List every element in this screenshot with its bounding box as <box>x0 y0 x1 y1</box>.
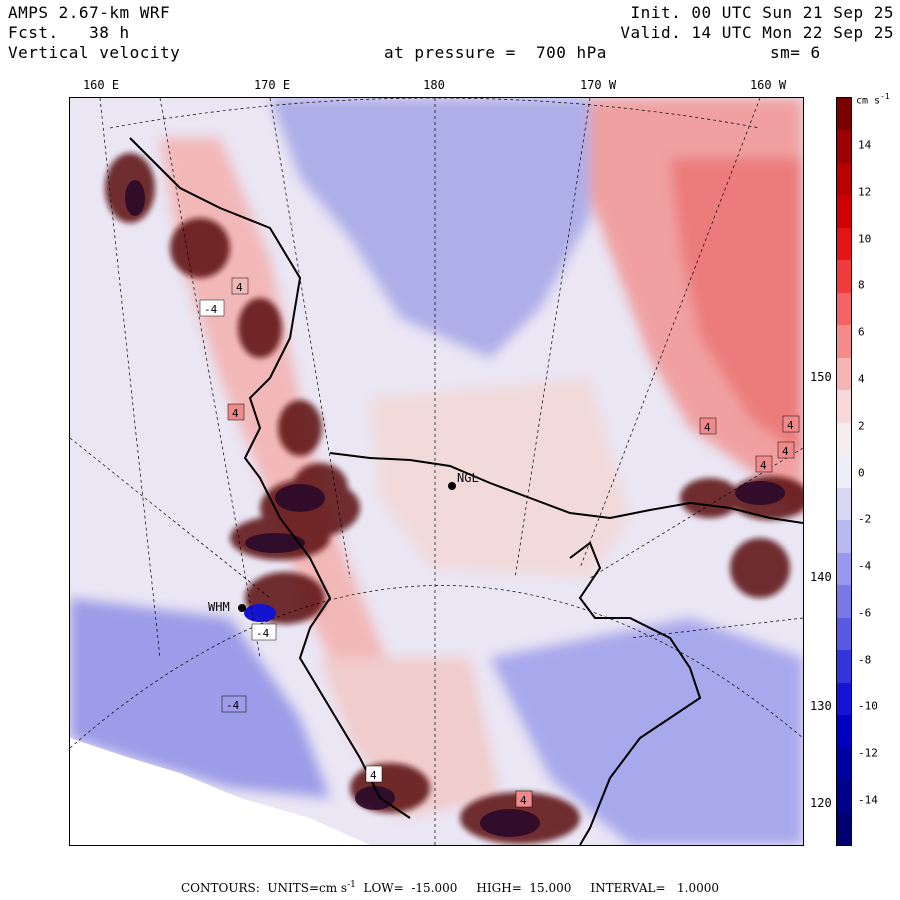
colorbar-tick-label: -6 <box>858 606 872 620</box>
colorbar-stripe <box>837 227 851 261</box>
ridge-dark-4 <box>355 786 395 810</box>
colorbar-stripe <box>837 520 851 554</box>
svg-text:4: 4 <box>236 281 243 294</box>
no-data-area <box>70 738 370 845</box>
ridge-dark-3 <box>245 533 305 553</box>
colorbar-tick-label: 12 <box>858 185 872 199</box>
contour-info: CONTOURS: UNITS=cm s-1 LOW= -15.000 HIGH… <box>180 880 720 895</box>
colorbar-tick-label: 2 <box>858 419 865 433</box>
contour-label-9: 4 <box>515 790 533 808</box>
pressure-level: at pressure = 700 hPa <box>384 43 607 62</box>
model-title: AMPS 2.67-km WRF <box>8 3 171 22</box>
lon-label-170e: 170 E <box>253 78 291 92</box>
svg-text:4: 4 <box>520 794 527 807</box>
contour-label-6: 4 <box>755 455 773 473</box>
colorbar-tick-label: -2 <box>858 512 872 526</box>
colorbar-stripe <box>837 585 851 619</box>
colorbar-tick-label: -12 <box>858 746 878 760</box>
colorbar-stripe <box>837 780 851 813</box>
colorbar-stripe <box>837 617 851 651</box>
region-descent-southeast <box>490 618 803 845</box>
colorbar-stripe <box>837 682 851 716</box>
forecast-hour: Fcst. 38 h <box>8 23 130 42</box>
colorbar-tick-label: 14 <box>858 138 872 152</box>
colorbar-tick-label: -8 <box>858 653 872 667</box>
strong-descent-spot <box>244 604 276 622</box>
colorbar-stripe <box>837 162 851 196</box>
colorbar-stripe <box>837 455 851 489</box>
map-panel[interactable]: 4 -4 4 4 4 4 4 -4 4 -4 4 <box>69 97 804 846</box>
station-ngl-label: NGL <box>457 471 479 485</box>
colorbar-stripe <box>837 715 851 749</box>
colorbar-tick-label: 10 <box>858 232 872 246</box>
colorbar-stripe <box>837 357 851 391</box>
svg-text:4: 4 <box>787 419 794 432</box>
lon-label-160w: 160 W <box>749 78 787 92</box>
svg-text:4: 4 <box>760 459 767 472</box>
svg-text:4: 4 <box>370 769 377 782</box>
colorbar-tick-label: -10 <box>858 699 878 713</box>
svg-text:-4: -4 <box>226 699 240 712</box>
colorbar-tick-label: 8 <box>858 278 865 292</box>
station-whm-marker[interactable] <box>238 604 246 612</box>
svg-text:4: 4 <box>704 421 711 434</box>
region-descent-southwest <box>70 598 330 798</box>
lon-label-180: 180 <box>423 78 445 92</box>
contour-label-11: 4 <box>365 765 383 783</box>
contour-label-7: 4 <box>777 441 795 459</box>
colorbar-units: cm s-1 <box>856 92 890 107</box>
colorbar-stripe <box>837 98 851 131</box>
ridge-dark-5 <box>735 481 785 505</box>
coastline <box>129 137 803 845</box>
colorbar-stripe <box>837 325 851 359</box>
contour-label-group: 4 -4 4 4 4 4 4 -4 4 -4 4 <box>199 277 800 808</box>
svg-text:-4: -4 <box>204 303 218 316</box>
ridge-dark-6 <box>480 809 540 837</box>
colorbar-stripe <box>837 130 851 164</box>
region-descent-north <box>270 98 590 358</box>
contour-label-3: 4 <box>227 403 245 421</box>
svg-text:4: 4 <box>782 445 789 458</box>
graticule <box>70 98 803 845</box>
colorbar-tick-label: 0 <box>858 466 865 479</box>
colorbar-stripe <box>837 292 851 326</box>
colorbar-stripe <box>837 260 851 294</box>
contour-label-1: 4 <box>231 277 249 295</box>
region-ascent-core <box>670 158 803 458</box>
contour-label-10: -4 <box>221 695 247 713</box>
vertical-velocity-map[interactable]: 4 -4 4 4 4 4 4 -4 4 -4 4 <box>70 98 803 845</box>
ridge-dark-1 <box>125 180 145 216</box>
colorbar-tick-label: 4 <box>858 372 865 386</box>
lon-label-160e: 160 E <box>82 78 120 92</box>
contour-label-2: -4 <box>199 299 225 317</box>
colorbar-stripe <box>837 195 851 229</box>
smoothing-label: sm= 6 <box>770 43 821 62</box>
colorbar-stripe <box>837 747 851 781</box>
station-ngl-marker[interactable] <box>448 482 456 490</box>
svg-text:-4: -4 <box>256 627 270 640</box>
field-name: Vertical velocity <box>8 43 181 62</box>
colorbar-stripe <box>837 812 851 846</box>
lon-label-170w: 170 W <box>579 78 617 92</box>
colorbar-stripe <box>837 390 851 424</box>
colorbar <box>836 97 852 846</box>
colorbar-tick-label: 6 <box>858 325 865 339</box>
contour-label-8: -4 <box>251 623 277 641</box>
ridge-dark-2 <box>275 484 325 512</box>
svg-text:4: 4 <box>232 407 239 420</box>
valid-time: Valid. 14 UTC Mon 22 Sep 25 <box>620 23 894 42</box>
colorbar-tick-label: -14 <box>858 793 878 807</box>
colorbar-tick-label: -4 <box>858 559 872 573</box>
station-whm-label: WHM <box>208 600 230 614</box>
colorbar-stripe <box>837 650 851 684</box>
colorbar-stripe <box>837 487 851 521</box>
colorbar-stripe <box>837 422 851 456</box>
region-ascent-south <box>320 658 500 818</box>
contour-label-4: 4 <box>699 417 717 435</box>
colorbar-stripe <box>837 552 851 586</box>
init-time: Init. 00 UTC Sun 21 Sep 25 <box>630 3 894 22</box>
contour-label-5: 4 <box>782 415 800 433</box>
